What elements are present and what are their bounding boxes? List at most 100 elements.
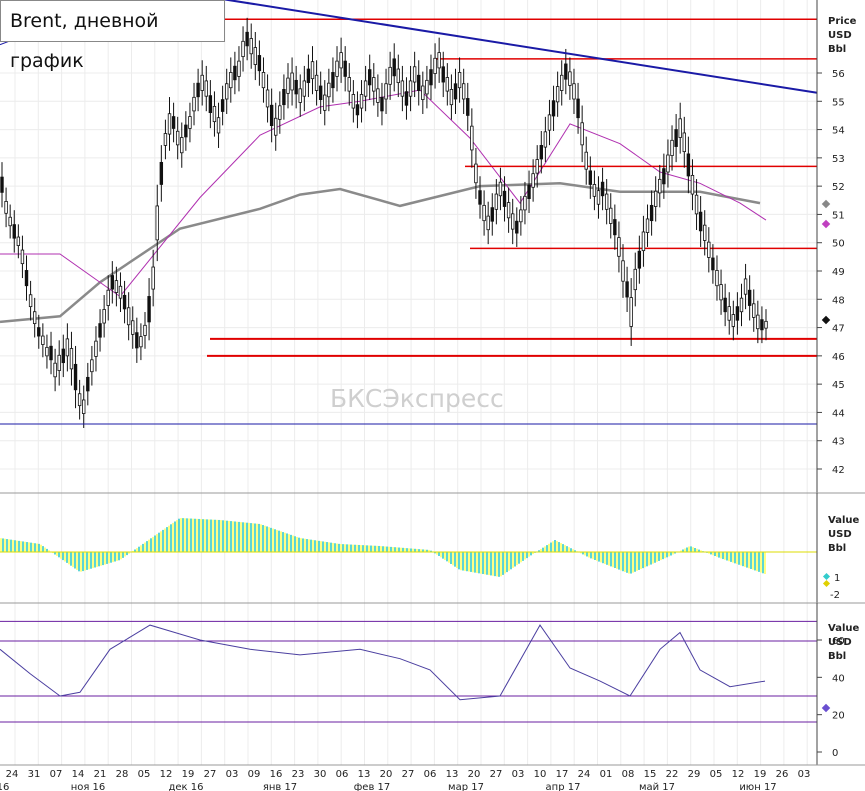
x-day-label: 09 [248,769,261,780]
candle-body [57,354,61,371]
candle-body [98,323,102,338]
candle-body [727,306,731,321]
x-day-label: 14 [72,769,85,780]
candle-body [658,178,662,194]
candle-body [617,237,621,257]
candle-body [204,80,208,97]
x-day-label: 06 [336,769,349,780]
candle-body [41,335,45,345]
price-tick-label: 44 [832,408,845,419]
candle-body [32,311,37,325]
candle-body [690,174,695,195]
price-unit-label-1: Price [828,16,857,27]
chart-title: Brent, дневной график [0,0,225,72]
x-day-label: 30 [314,769,327,780]
candle-body [28,294,33,308]
candle-body [298,88,302,103]
x-day-label: 05 [138,769,151,780]
x-day-label: 24 [6,769,19,780]
candle-body [372,77,376,92]
x-day-label: 27 [204,769,217,780]
candle-body [53,362,57,378]
candle-body [139,336,143,348]
candle-body [653,190,658,207]
candle-body [355,104,360,116]
candle-body [498,181,503,197]
x-day-label: 20 [468,769,481,780]
candle-body [335,60,339,77]
candle-body [613,219,617,236]
rsi-tick-label: 40 [832,673,845,684]
candle-body [457,72,462,89]
candle-body [539,145,543,160]
candle-body [65,338,70,357]
price-tick-label: 53 [832,154,845,165]
candle-body [126,307,131,326]
candle-body [368,69,372,86]
candle-body [649,204,654,222]
price-ticks: 56 55 54 53 52 51 50 49 48 47 46 45 44 43 42 [817,69,845,476]
candle-body [151,266,155,290]
candle-body [698,211,703,232]
candle-body [711,257,715,271]
candle-body [180,137,184,154]
price-tick-label: 50 [832,239,845,250]
candle-body [200,74,204,91]
candle-body [731,314,736,327]
moving-averages [0,89,767,324]
candle-body [347,77,351,92]
x-day-label: 12 [160,769,173,780]
x-month-label: ноя 16 [71,782,106,791]
candle-body [584,151,588,170]
price-tick-label: 42 [832,465,845,476]
candle-body [564,63,568,80]
candle-body [666,154,670,173]
candle-body [555,86,560,103]
candle-body [609,207,613,224]
candle-body [4,201,8,214]
candle-body [73,363,78,391]
ma-line [0,89,767,298]
x-day-label: 03 [226,769,239,780]
price-panel-bg [0,0,817,493]
candle-body [339,52,343,69]
x-day-label: 12 [732,769,745,780]
candle-body [86,376,90,392]
candle-body [502,190,507,207]
candle-body [110,275,115,290]
candle-body [302,80,307,97]
candle-body [764,320,768,329]
x-day-label: 03 [798,769,811,780]
x-day-label: 01 [600,769,613,780]
candle-body [20,249,25,265]
x-day-label: 19 [754,769,767,780]
x-day-label: 15 [644,769,657,780]
candle-body [494,193,499,210]
candle-body [441,66,445,83]
rsi-tick-label: 60 [832,636,845,647]
x-day-label: 19 [182,769,195,780]
candle-body [359,94,364,109]
candle-body [678,118,682,138]
price-tick-label: 43 [832,437,845,448]
candle-body [37,327,41,337]
candle-body [118,285,123,299]
candle-body [90,359,94,373]
candle-body [188,116,192,129]
candle-body [318,85,323,100]
candle-body [596,190,601,205]
candle-body [523,195,527,211]
candle-body [241,40,245,57]
candle-body [310,61,315,80]
x-day-label: 03 [512,769,525,780]
candle-body [77,393,82,407]
candle-body [743,278,748,295]
price-unit-label-2: USD [828,30,852,41]
candle-body [637,250,642,269]
candle-body [380,96,384,112]
price-tick-label: 45 [832,380,845,391]
x-month-label: 16 [0,782,9,791]
x-day-label: 05 [710,769,723,780]
candle-body [592,184,597,197]
candle-body [425,79,429,95]
